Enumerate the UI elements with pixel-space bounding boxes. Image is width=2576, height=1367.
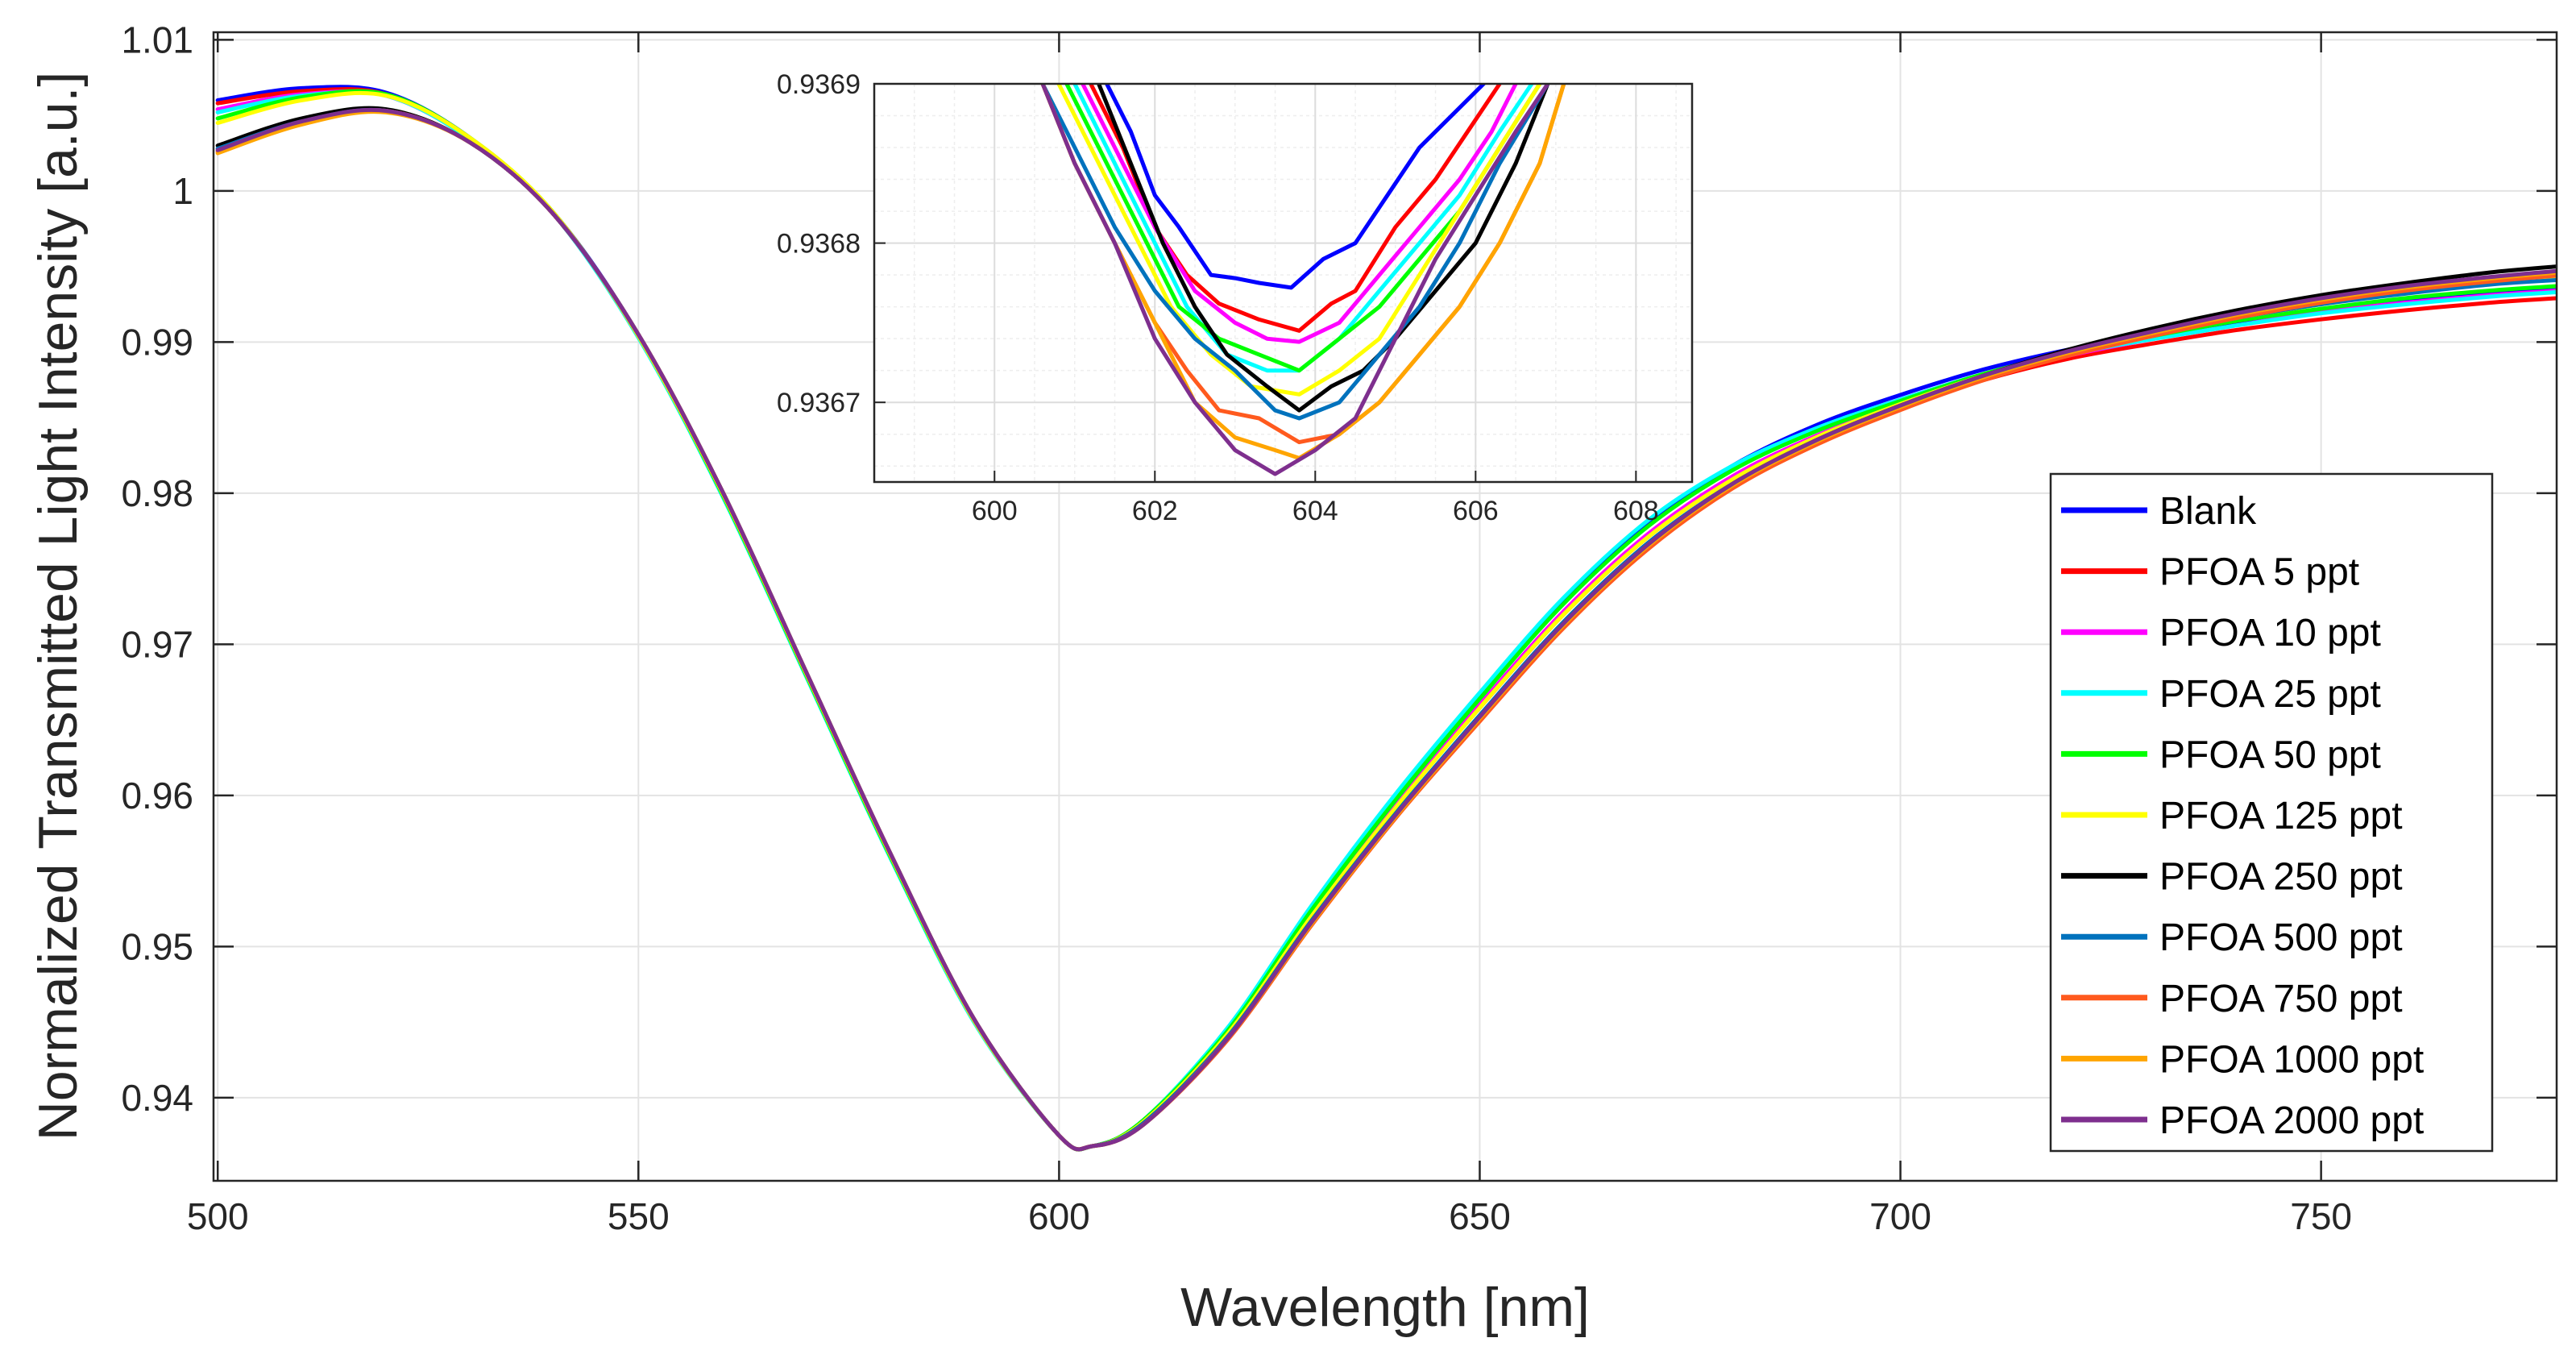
main-x-tick-label: 600 <box>1028 1195 1090 1237</box>
legend-label-4: PFOA 50 ppt <box>2159 733 2381 776</box>
inset-series-line-7 <box>1040 84 1550 421</box>
main-y-tick-label: 0.96 <box>121 775 193 816</box>
main-x-tick-label: 700 <box>1869 1195 1931 1237</box>
inset-series-group <box>1040 84 1566 476</box>
main-y-ticks: 0.94 0.95 0.96 0.97 0.98 0.99 1 1.01 <box>121 19 2557 1119</box>
y-axis-label: Normalized Transmitted Light Intensity [… <box>27 72 89 1141</box>
legend: Blank PFOA 5 ppt PFOA 10 ppt PFOA 25 ppt PFO… <box>2049 472 2494 1153</box>
main-x-ticks: 500 550 600 650 700 750 <box>187 32 2352 1237</box>
inset-y-ticks: 0.9367 0.9368 0.9369 <box>777 69 886 418</box>
main-x-tick-label: 500 <box>187 1195 249 1237</box>
inset-series-line-6 <box>1097 84 1550 413</box>
inset-series-line-5 <box>1056 84 1542 397</box>
legend-label-2: PFOA 10 ppt <box>2159 612 2381 654</box>
inset-x-tick-label: 602 <box>1132 496 1178 526</box>
inset-x-tick-label: 608 <box>1613 496 1659 526</box>
main-series-line-10 <box>215 107 2557 1152</box>
main-y-tick-label: 0.99 <box>121 321 193 363</box>
legend-label-6: PFOA 250 ppt <box>2159 856 2403 899</box>
inset-series-line-10 <box>1040 84 1550 476</box>
inset-x-tick-label: 604 <box>1292 496 1338 526</box>
legend-label-5: PFOA 125 ppt <box>2159 795 2403 837</box>
legend-label-10: PFOA 2000 ppt <box>2159 1099 2424 1142</box>
inset-x-tick-label: 606 <box>1453 496 1499 526</box>
inset-x-tick-label: 600 <box>972 496 1018 526</box>
main-y-tick-label: 0.97 <box>121 623 193 665</box>
inset-y-tick-label: 0.9368 <box>777 229 861 260</box>
legend-label-7: PFOA 500 ppt <box>2159 916 2403 959</box>
main-axes-box <box>212 31 2558 1182</box>
legend-label-3: PFOA 25 ppt <box>2159 673 2381 716</box>
inset-x-ticks: 600 602 604 606 608 <box>972 471 1659 526</box>
main-x-tick-label: 550 <box>608 1195 670 1237</box>
inset-axes-box <box>873 82 1694 484</box>
main-y-tick-label: 0.98 <box>121 472 193 514</box>
main-series-group <box>215 85 2557 1152</box>
main-x-tick-label: 750 <box>2290 1195 2352 1237</box>
main-y-tick-label: 1.01 <box>121 19 193 60</box>
main-y-tick-label: 0.94 <box>121 1077 193 1119</box>
x-axis-label: Wavelength [nm] <box>1180 1277 1590 1338</box>
main-y-tick-label: 0.95 <box>121 925 193 967</box>
legend-label-8: PFOA 750 ppt <box>2159 978 2403 1020</box>
legend-label-9: PFOA 1000 ppt <box>2159 1038 2424 1081</box>
legend-label-0: Blank <box>2159 490 2257 533</box>
legend-label-1: PFOA 5 ppt <box>2159 551 2359 594</box>
inset-y-tick-label: 0.9369 <box>777 69 861 100</box>
inset-plot-area <box>874 84 1692 482</box>
inset-series-line-0 <box>1105 84 1486 290</box>
main-y-tick-label: 1 <box>172 170 193 212</box>
main-x-tick-label: 650 <box>1449 1195 1511 1237</box>
inset-y-tick-label: 0.9367 <box>777 388 861 418</box>
